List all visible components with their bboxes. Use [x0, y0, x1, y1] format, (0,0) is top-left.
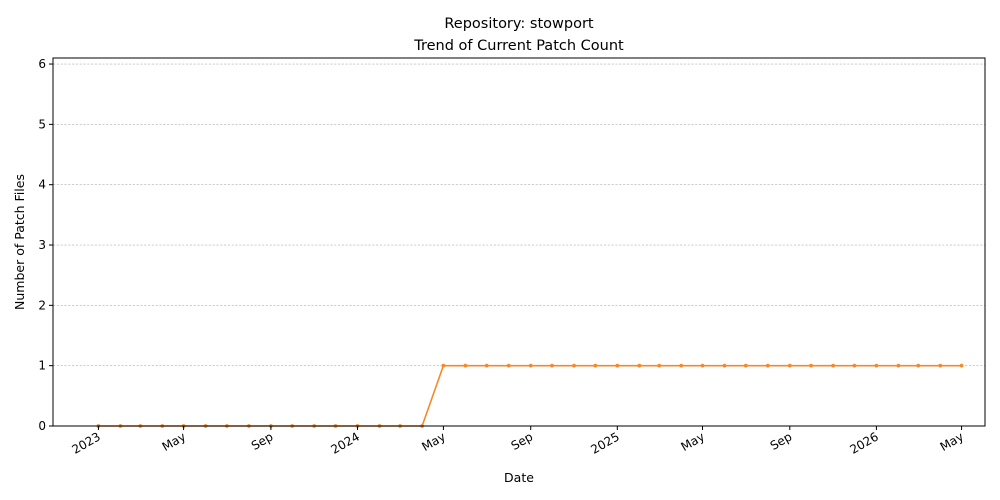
data-point [896, 363, 901, 368]
data-point [637, 363, 642, 368]
x-tick-label: Sep [768, 429, 795, 452]
x-tick-label: 2023 [69, 429, 102, 456]
data-point [852, 363, 857, 368]
data-point [831, 363, 835, 368]
x-tick-label: May [419, 429, 447, 454]
data-point [484, 363, 489, 368]
x-tick-label: Sep [249, 429, 276, 452]
x-tick-label: May [160, 429, 188, 454]
x-axis: 2023 May Sep 2024 May Sep 2025 May Sep 2026 May [69, 426, 966, 457]
chart-title-line1: Repository: stowport [444, 16, 594, 32]
y-tick-label: 3 [38, 238, 46, 252]
data-point [938, 363, 943, 368]
y-axis: 0 1 2 3 4 5 6 [38, 57, 53, 433]
y-tick-label: 6 [38, 57, 46, 71]
data-point [572, 363, 576, 368]
data-point [722, 363, 727, 368]
data-point [528, 363, 533, 368]
y-tick-label: 2 [38, 298, 46, 312]
data-point [593, 363, 598, 368]
y-tick-label: 1 [38, 359, 46, 373]
data-point [809, 363, 813, 368]
x-tick-label: 2026 [847, 429, 880, 456]
data-point [916, 363, 921, 368]
plot-frame [52, 57, 986, 427]
series-line [98, 364, 962, 427]
y-tick-label: 4 [38, 178, 46, 192]
y-axis-label: Number of Patch Files [12, 174, 27, 310]
data-point [657, 363, 662, 368]
data-point [874, 363, 879, 368]
series-layer [96, 363, 964, 428]
data-point [700, 363, 705, 368]
data-point [959, 363, 964, 368]
y-tick-label: 0 [38, 419, 46, 433]
data-point [441, 363, 446, 368]
x-tick-label: May [679, 429, 707, 454]
x-tick-label: Sep [509, 429, 536, 452]
x-tick-label: 2025 [588, 429, 621, 456]
data-point [550, 363, 554, 368]
data-point [463, 363, 468, 368]
data-point [787, 363, 792, 368]
data-point [743, 363, 748, 368]
chart-title-line2: Trend of Current Patch Count [413, 38, 624, 54]
grid [53, 63, 985, 366]
data-point [765, 363, 770, 368]
data-point [679, 363, 684, 368]
y-tick-label: 5 [38, 117, 46, 131]
data-point [615, 363, 620, 368]
x-tick-label: May [938, 429, 966, 454]
x-tick-label: 2024 [329, 429, 362, 456]
data-point [506, 363, 511, 368]
x-axis-label: Date [504, 470, 534, 485]
